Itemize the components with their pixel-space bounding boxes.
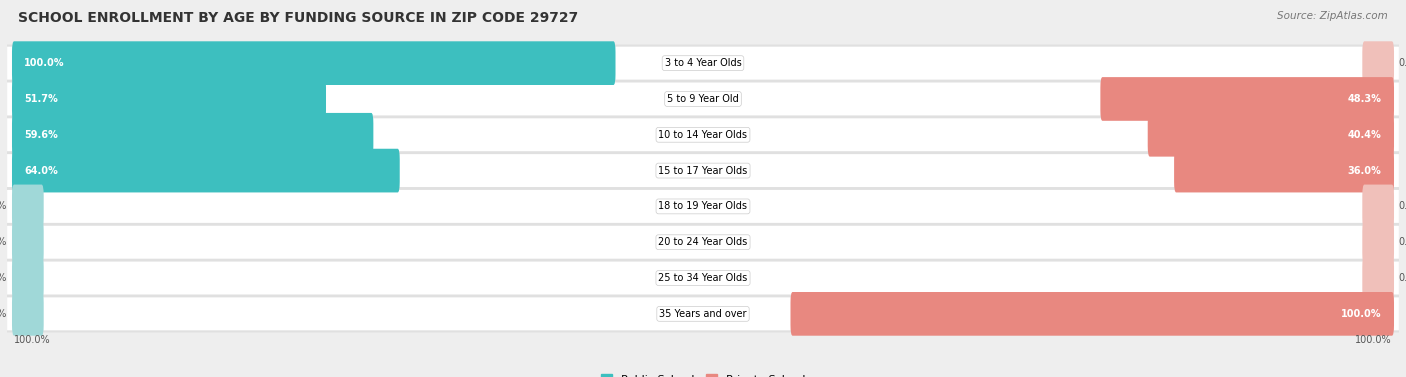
- FancyBboxPatch shape: [1101, 77, 1393, 121]
- FancyBboxPatch shape: [7, 118, 1399, 151]
- Text: 10 to 14 Year Olds: 10 to 14 Year Olds: [658, 130, 748, 140]
- Text: 0.0%: 0.0%: [0, 273, 7, 283]
- Legend: Public School, Private School: Public School, Private School: [596, 370, 810, 377]
- Text: 100.0%: 100.0%: [1355, 336, 1392, 345]
- FancyBboxPatch shape: [1362, 221, 1393, 264]
- Text: 15 to 17 Year Olds: 15 to 17 Year Olds: [658, 166, 748, 176]
- FancyBboxPatch shape: [1362, 41, 1393, 85]
- FancyBboxPatch shape: [7, 80, 1399, 118]
- FancyBboxPatch shape: [7, 297, 1399, 330]
- FancyBboxPatch shape: [13, 256, 44, 300]
- FancyBboxPatch shape: [1174, 149, 1393, 192]
- FancyBboxPatch shape: [1147, 113, 1393, 156]
- FancyBboxPatch shape: [1362, 185, 1393, 228]
- FancyBboxPatch shape: [7, 47, 1399, 80]
- FancyBboxPatch shape: [13, 185, 44, 228]
- FancyBboxPatch shape: [7, 188, 1399, 225]
- Text: 25 to 34 Year Olds: 25 to 34 Year Olds: [658, 273, 748, 283]
- FancyBboxPatch shape: [13, 292, 44, 336]
- FancyBboxPatch shape: [7, 154, 1399, 187]
- FancyBboxPatch shape: [13, 41, 616, 85]
- Text: 48.3%: 48.3%: [1348, 94, 1382, 104]
- FancyBboxPatch shape: [7, 116, 1399, 153]
- FancyBboxPatch shape: [7, 226, 1399, 259]
- Text: 100.0%: 100.0%: [1341, 309, 1382, 319]
- FancyBboxPatch shape: [7, 259, 1399, 297]
- Text: 64.0%: 64.0%: [24, 166, 58, 176]
- FancyBboxPatch shape: [7, 83, 1399, 115]
- Text: 100.0%: 100.0%: [24, 58, 65, 68]
- Text: 40.4%: 40.4%: [1348, 130, 1382, 140]
- FancyBboxPatch shape: [13, 77, 326, 121]
- Text: SCHOOL ENROLLMENT BY AGE BY FUNDING SOURCE IN ZIP CODE 29727: SCHOOL ENROLLMENT BY AGE BY FUNDING SOUR…: [18, 11, 578, 25]
- FancyBboxPatch shape: [790, 292, 1393, 336]
- Text: 20 to 24 Year Olds: 20 to 24 Year Olds: [658, 237, 748, 247]
- Text: 3 to 4 Year Olds: 3 to 4 Year Olds: [665, 58, 741, 68]
- FancyBboxPatch shape: [7, 224, 1399, 261]
- Text: 18 to 19 Year Olds: 18 to 19 Year Olds: [658, 201, 748, 211]
- FancyBboxPatch shape: [7, 44, 1399, 82]
- Text: 0.0%: 0.0%: [0, 309, 7, 319]
- Text: 35 Years and over: 35 Years and over: [659, 309, 747, 319]
- FancyBboxPatch shape: [7, 152, 1399, 189]
- Text: 0.0%: 0.0%: [1399, 58, 1406, 68]
- Text: 5 to 9 Year Old: 5 to 9 Year Old: [666, 94, 740, 104]
- FancyBboxPatch shape: [7, 262, 1399, 294]
- Text: 51.7%: 51.7%: [24, 94, 58, 104]
- Text: 0.0%: 0.0%: [0, 237, 7, 247]
- Text: 0.0%: 0.0%: [0, 201, 7, 211]
- Text: 36.0%: 36.0%: [1348, 166, 1382, 176]
- Text: 0.0%: 0.0%: [1399, 273, 1406, 283]
- Text: 100.0%: 100.0%: [14, 336, 51, 345]
- FancyBboxPatch shape: [7, 295, 1399, 333]
- FancyBboxPatch shape: [13, 113, 374, 156]
- Text: 0.0%: 0.0%: [1399, 201, 1406, 211]
- FancyBboxPatch shape: [1362, 256, 1393, 300]
- Text: 59.6%: 59.6%: [24, 130, 58, 140]
- Text: Source: ZipAtlas.com: Source: ZipAtlas.com: [1277, 11, 1388, 21]
- FancyBboxPatch shape: [7, 190, 1399, 223]
- Text: 0.0%: 0.0%: [1399, 237, 1406, 247]
- FancyBboxPatch shape: [13, 221, 44, 264]
- FancyBboxPatch shape: [13, 149, 399, 192]
